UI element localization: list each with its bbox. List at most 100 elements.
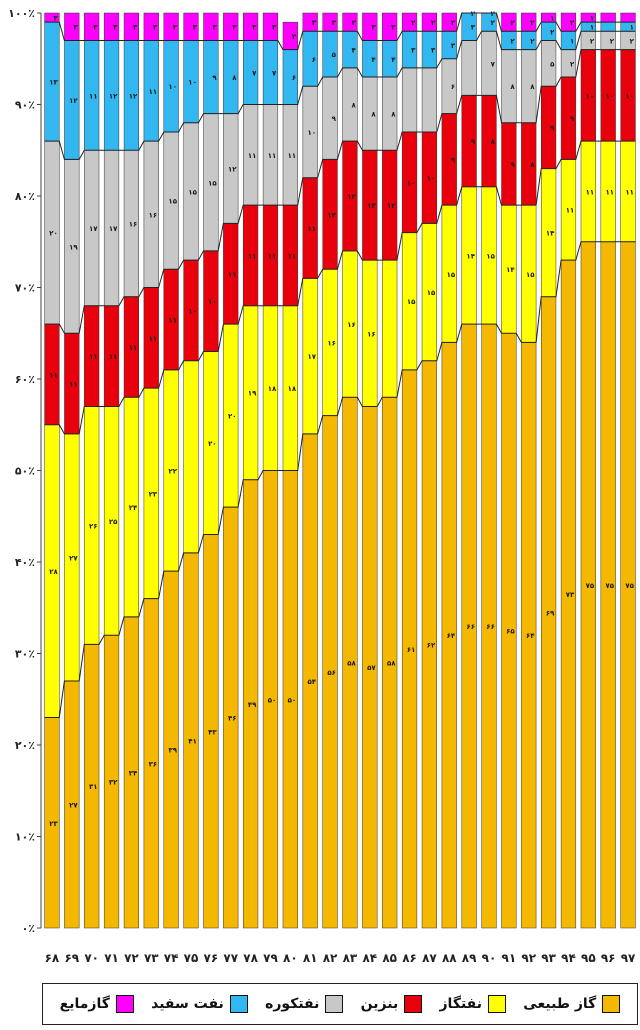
- data-label: ۱۵: [168, 198, 177, 206]
- data-label: ۱۵: [486, 252, 495, 260]
- data-label: ۵۷: [367, 664, 376, 672]
- legend-swatch: [488, 995, 507, 1013]
- data-label: ۱۵: [427, 289, 436, 297]
- legend-item-fuel-oil: نفتکوره: [265, 995, 344, 1013]
- data-label: ۱۱: [268, 152, 277, 160]
- data-label: ۱۲: [228, 166, 237, 174]
- series-boundary-line: [44, 49, 636, 334]
- data-label: ۲: [431, 19, 436, 27]
- data-label: ۷۵: [586, 582, 595, 590]
- data-label: ۳۹: [168, 747, 177, 755]
- data-label: ۱۲: [69, 97, 78, 105]
- legend-item-lpg: گازمایع: [60, 995, 134, 1013]
- data-label: ۵۰: [288, 696, 297, 704]
- data-label: ۹: [212, 74, 217, 82]
- data-label: ۳: [451, 42, 456, 50]
- x-tick-label: ۹۶: [601, 951, 616, 965]
- data-label: ۲: [570, 19, 575, 27]
- data-label: ۱۰: [606, 92, 615, 100]
- x-tick-label: ۸۴: [362, 951, 377, 965]
- data-label: ۱۱: [129, 344, 138, 352]
- x-tick-label: ۸۰: [283, 951, 298, 965]
- legend-item-gasoil: نفتگاز: [440, 995, 507, 1013]
- data-label: ۳: [212, 24, 217, 32]
- data-label: ۲: [411, 19, 416, 27]
- data-label: ۸: [352, 102, 357, 110]
- y-tick-label: ۴۰٪: [15, 556, 35, 569]
- data-label: ۶۹: [546, 609, 555, 617]
- data-label: ۲: [491, 19, 496, 27]
- legend-swatch: [229, 995, 248, 1013]
- data-label: ۶: [312, 56, 316, 64]
- data-label: ۱۱: [149, 335, 158, 343]
- y-axis: ۰٪ ۱۰٪ ۲۰٪ ۳۰٪ ۴۰٪ ۵۰٪ ۶۰٪ ۷۰٪ ۸۰٪ ۹۰٪ ۱۰۰٪: [8, 7, 42, 935]
- data-label: ۵۴: [308, 678, 317, 686]
- data-label: ۶: [292, 74, 296, 82]
- data-label: ۱۵: [208, 179, 217, 187]
- bar-segment: [620, 12, 636, 23]
- x-tick-label: ۶۹: [64, 951, 79, 965]
- x-tick-label: ۶۸: [45, 951, 60, 965]
- data-label: ۵۸: [347, 660, 356, 668]
- data-label: ۷۵: [625, 582, 634, 590]
- data-label: ۴۳: [208, 728, 217, 736]
- data-label: ۱۰: [407, 179, 416, 187]
- legend-swatch: [325, 995, 344, 1013]
- data-label: ۳: [173, 24, 178, 32]
- data-label: ۲۸: [49, 568, 58, 576]
- data-label: ۶۲: [427, 641, 436, 649]
- data-label: ۱۷: [89, 225, 98, 233]
- legend-swatch: [602, 995, 621, 1013]
- data-label: ۹: [471, 138, 476, 146]
- data-label: ۳: [93, 24, 98, 32]
- data-label: ۱۴: [506, 266, 515, 274]
- x-tick-label: ۹۱: [502, 951, 517, 965]
- x-tick-label: ۸۱: [303, 951, 318, 965]
- data-label: ۶۶: [486, 623, 495, 631]
- data-label: ۱۱: [288, 152, 297, 160]
- data-label: ۱۹: [248, 390, 257, 398]
- x-tick-label: ۹۴: [561, 951, 576, 965]
- series-boundary-line: [44, 30, 636, 160]
- data-label: ۱: [630, 24, 634, 32]
- data-label: ۹: [550, 124, 555, 132]
- data-label: ۱۱: [109, 353, 118, 361]
- data-label: ۱: [550, 15, 554, 23]
- data-label: ۶۶: [466, 623, 475, 631]
- x-tick-label: ۸۵: [382, 951, 397, 965]
- data-label: ۸: [371, 111, 376, 119]
- legend-item-gasoline: بنزین: [361, 995, 423, 1013]
- data-label: ۳: [54, 15, 59, 23]
- data-label: ۳۱: [89, 783, 98, 791]
- y-tick-label: ۷۰٪: [15, 282, 35, 295]
- data-label: ۱: [590, 24, 594, 32]
- data-label: ۱۹: [69, 243, 78, 251]
- data-label: ۳: [332, 19, 337, 27]
- data-label: ۱۶: [327, 339, 336, 347]
- data-label: ۱۷: [109, 225, 118, 233]
- data-label: ۹: [510, 161, 515, 169]
- data-label: ۳: [113, 24, 118, 32]
- data-label: ۷: [491, 60, 496, 68]
- data-label: ۴: [391, 56, 396, 64]
- data-label: ۱۳: [367, 202, 376, 210]
- x-tick-label: ۹۵: [581, 951, 596, 965]
- series-boundary-line: [44, 241, 636, 718]
- data-label: ۷: [272, 69, 277, 77]
- data-label: ۲۵: [109, 518, 118, 526]
- data-label: ۲۶: [89, 522, 98, 530]
- data-label: ۱: [570, 37, 574, 45]
- x-tick-label: ۷۶: [204, 951, 219, 965]
- data-label: ۱۱: [228, 271, 237, 279]
- y-tick-label: ۱۰۰٪: [8, 7, 35, 20]
- x-tick-label: ۸۸: [442, 951, 457, 965]
- data-label: ۱۱: [248, 252, 257, 260]
- data-label: ۸: [530, 83, 535, 91]
- data-label: ۱۰: [188, 79, 197, 87]
- data-label: ۹: [332, 115, 337, 123]
- x-tick-label: ۸۲: [323, 951, 338, 965]
- data-label: ۱۱: [149, 88, 158, 96]
- data-label: ۵: [332, 51, 337, 59]
- bar-segment: [382, 259, 398, 398]
